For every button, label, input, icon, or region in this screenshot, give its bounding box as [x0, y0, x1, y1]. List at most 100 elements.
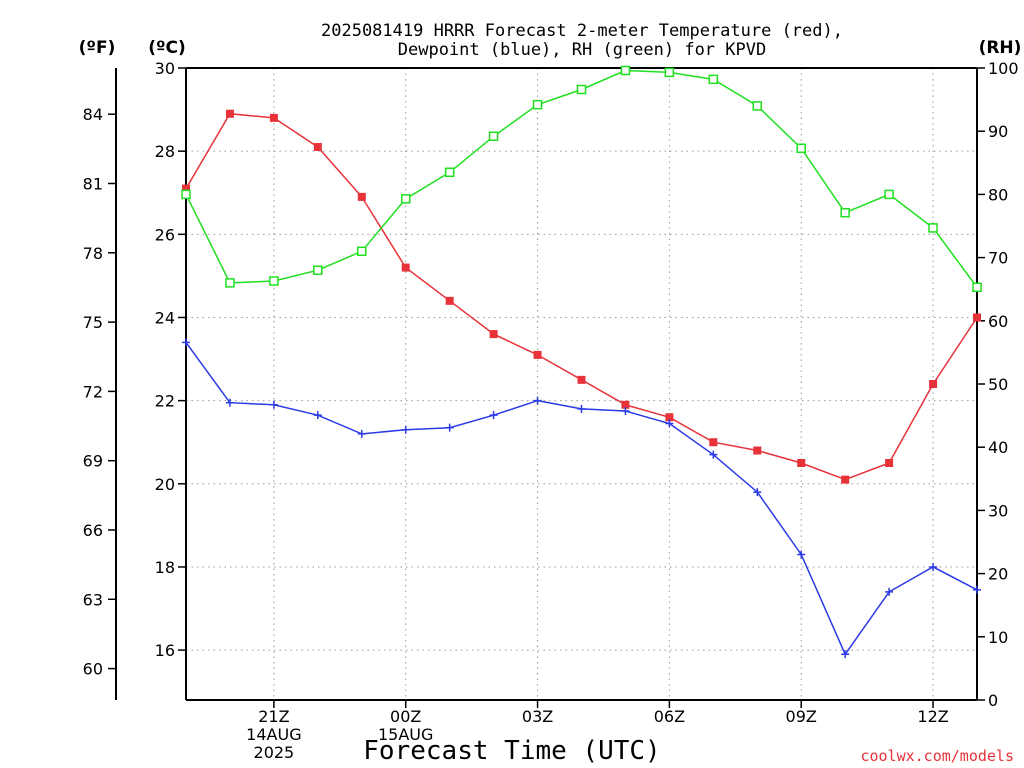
rh-point [357, 246, 367, 257]
chart-axes [115, 67, 978, 701]
rh-tick-label: 20 [988, 565, 1008, 584]
dewpoint-series [182, 338, 981, 659]
temperature-point [841, 475, 850, 484]
dewpoint-point [225, 398, 234, 407]
rh-tick-label: 90 [988, 122, 1008, 141]
fahrenheit-tick-label: 66 [83, 521, 103, 540]
celsius-tick-label: 28 [155, 142, 175, 161]
rh-point [313, 265, 323, 275]
x-tick-label: 12Z [917, 707, 948, 726]
rh-point [400, 194, 411, 204]
x-tick-label: 00Z [390, 707, 421, 726]
temperature-point [929, 380, 938, 388]
rh-point [796, 143, 806, 154]
temperature-point [313, 143, 322, 151]
x-tick-label: 15AUG [378, 725, 433, 744]
rh-tick-label: 0 [988, 691, 998, 710]
x-tick-label: 14AUG [246, 725, 301, 744]
rh-line [185, 69, 978, 288]
temperature-point [489, 330, 498, 339]
rh-point [576, 84, 587, 95]
rh-tick-label: 40 [988, 438, 1008, 457]
dewpoint-point [753, 488, 762, 497]
fahrenheit-tick-label: 69 [83, 452, 103, 471]
temperature-line [185, 112, 978, 481]
rh-point [269, 276, 279, 286]
celsius-unit-label: (ºC) [148, 38, 186, 58]
temperature-point [182, 184, 190, 193]
dewpoint-point [182, 338, 190, 347]
x-tick-label: 09Z [786, 707, 817, 726]
dewpoint-point [885, 587, 894, 596]
celsius-tick-label: 26 [155, 225, 175, 244]
celsius-tick-label: 30 [155, 59, 175, 78]
temperature-series [182, 109, 981, 484]
temperature-point [225, 109, 234, 118]
celsius-tick-label: 20 [155, 475, 175, 494]
rh-point [181, 189, 191, 200]
fahrenheit-tick-label: 63 [83, 590, 103, 609]
x-tick-label: 2025 [254, 743, 295, 762]
rh-point [840, 207, 850, 218]
fahrenheit-tick-label: 60 [83, 660, 103, 679]
x-tick-label: 03Z [522, 707, 553, 726]
dewpoint-point [401, 425, 410, 434]
celsius-tick-label: 18 [155, 558, 175, 577]
dewpoint-point [621, 407, 630, 416]
rh-point [532, 99, 543, 110]
rh-tick-label: 10 [988, 628, 1008, 647]
rh-tick-label: 70 [988, 249, 1008, 268]
x-tick-label: 21Z [258, 707, 289, 726]
rh-tick-label: 60 [988, 312, 1008, 331]
dewpoint-point [929, 562, 938, 571]
temperature-point [533, 350, 542, 359]
dewpoint-line [185, 341, 978, 656]
dewpoint-point [841, 650, 850, 659]
grid-lines [186, 68, 977, 700]
rh-tick-label: 80 [988, 185, 1008, 204]
chart-title-line-1: 2025081419 HRRR Forecast 2-meter Tempera… [321, 21, 843, 41]
dewpoint-point [709, 450, 718, 459]
dewpoint-point [489, 411, 498, 420]
rh-point [444, 167, 455, 178]
temperature-point [665, 413, 674, 422]
rh-point [488, 131, 499, 142]
rh-point [752, 101, 763, 111]
celsius-tick-label: 22 [155, 392, 175, 411]
rh-point [928, 223, 938, 233]
rh-point [972, 282, 982, 293]
dewpoint-point [577, 404, 586, 413]
rh-point [884, 189, 894, 200]
temperature-point [401, 263, 410, 272]
fahrenheit-tick-label: 75 [83, 313, 103, 332]
temperature-point [753, 446, 762, 455]
axis-ticks: 16 18 20 22 24 26 28 30 60 63 66 69 72 75 78 81 84 0 10 20 3… [83, 59, 1019, 762]
rh-unit-label: (RH) [979, 38, 1022, 58]
dewpoint-point [973, 585, 981, 594]
temperature-point [709, 438, 718, 447]
rh-point [664, 67, 675, 78]
chart-title: 2025081419 HRRR Forecast 2-meter Tempera… [321, 21, 843, 60]
data-series [181, 65, 982, 659]
fahrenheit-tick-label: 81 [83, 174, 103, 193]
temperature-point [621, 400, 630, 409]
temperature-point [445, 296, 454, 305]
celsius-tick-label: 24 [155, 308, 175, 327]
rh-point [708, 74, 719, 85]
dewpoint-point [797, 550, 806, 559]
rh-point [225, 278, 235, 288]
dewpoint-point [533, 396, 542, 405]
dewpoint-point [269, 400, 278, 409]
fahrenheit-tick-label: 84 [83, 105, 103, 124]
dewpoint-point [665, 419, 674, 428]
rh-series [181, 65, 982, 293]
dewpoint-point [313, 411, 322, 420]
dewpoint-point [445, 423, 454, 432]
rh-tick-label: 30 [988, 501, 1008, 520]
temperature-point [973, 313, 981, 322]
celsius-tick-label: 16 [155, 641, 175, 660]
fahrenheit-unit-label: (ºF) [79, 38, 116, 58]
temperature-point [357, 192, 366, 201]
dewpoint-point [357, 429, 366, 438]
